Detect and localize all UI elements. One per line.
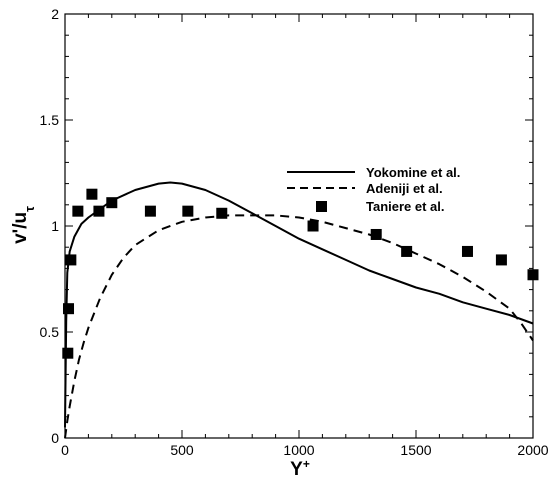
data-point bbox=[370, 228, 382, 240]
series-taniere bbox=[62, 188, 539, 359]
y-axis-title-subscript: τ bbox=[22, 206, 37, 212]
y-axis-title-main: v'/u bbox=[10, 212, 31, 244]
legend: Yokomine et al. Adeniji et al. Taniere e… bbox=[287, 165, 460, 214]
data-point bbox=[527, 269, 539, 281]
x-tick-label: 1500 bbox=[400, 442, 431, 458]
x-axis-title: Y+ bbox=[290, 457, 310, 480]
series-layer bbox=[62, 181, 539, 439]
plot-area bbox=[64, 13, 534, 439]
legend-marker-taniere bbox=[316, 201, 327, 212]
data-point bbox=[182, 205, 194, 217]
data-point bbox=[461, 245, 473, 257]
series-line-adeniji bbox=[64, 214, 534, 439]
x-axis-title-main: Y bbox=[290, 459, 303, 480]
data-point bbox=[401, 245, 413, 257]
x-axis-title-superscript: + bbox=[303, 457, 310, 471]
x-tick-label: 0 bbox=[61, 442, 69, 458]
data-point bbox=[495, 254, 507, 266]
data-point bbox=[93, 205, 105, 217]
series-line-yokomine bbox=[64, 181, 534, 428]
data-point bbox=[307, 220, 319, 232]
data-point bbox=[86, 188, 98, 200]
data-point bbox=[72, 205, 84, 217]
x-axis: 0 500 1000 1500 2000 bbox=[61, 14, 549, 458]
y-axis: 0 0.5 1 1.5 2 bbox=[40, 6, 533, 446]
x-tick-label: 2000 bbox=[517, 442, 548, 458]
x-tick-label: 1000 bbox=[283, 442, 314, 458]
data-point bbox=[144, 205, 156, 217]
y-tick-label: 0 bbox=[51, 430, 59, 446]
y-tick-label: 1 bbox=[51, 218, 59, 234]
data-point bbox=[62, 347, 74, 359]
data-point bbox=[106, 197, 118, 209]
x-tick-label: 500 bbox=[170, 442, 194, 458]
y-tick-label: 0.5 bbox=[40, 324, 60, 340]
legend-label-taniere: Taniere et al. bbox=[366, 199, 445, 214]
y-tick-label: 2 bbox=[51, 6, 59, 22]
y-axis-title: v'/uτ bbox=[10, 206, 37, 244]
legend-label-yokomine: Yokomine et al. bbox=[366, 165, 460, 180]
data-point bbox=[65, 254, 77, 266]
plot-frame bbox=[64, 13, 534, 439]
legend-label-adeniji: Adeniji et al. bbox=[366, 181, 443, 196]
data-point bbox=[63, 303, 75, 315]
data-point bbox=[216, 207, 228, 219]
y-tick-label: 1.5 bbox=[40, 112, 60, 128]
